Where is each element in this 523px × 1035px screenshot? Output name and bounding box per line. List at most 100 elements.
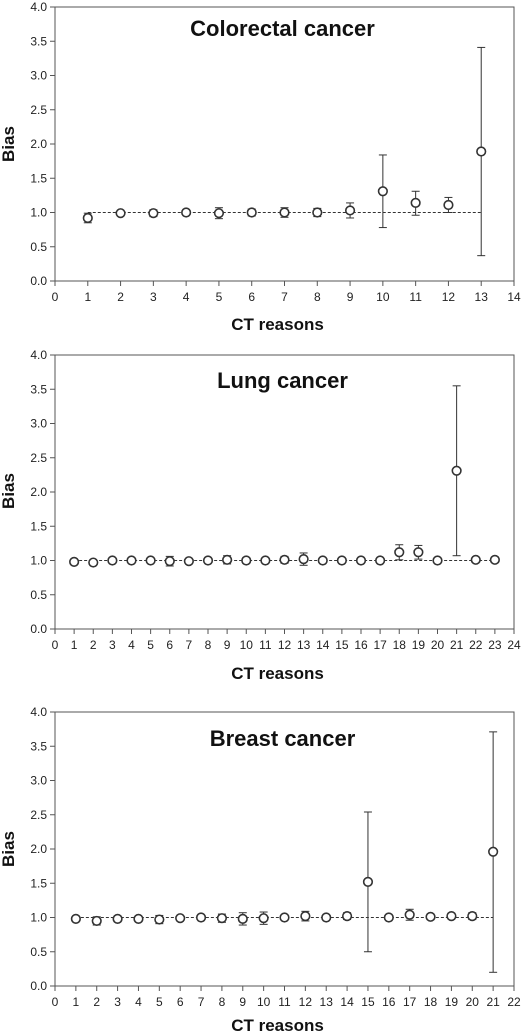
x-tick-label: 14 — [507, 290, 521, 304]
x-tick-label: 5 — [216, 290, 223, 304]
data-point — [112, 913, 123, 924]
y-tick-label: 2.5 — [30, 808, 47, 822]
x-axis-label: CT reasons — [231, 664, 324, 683]
data-point — [489, 554, 500, 565]
data-point — [394, 547, 405, 558]
data-point — [183, 556, 194, 567]
x-tick-label: 19 — [412, 638, 426, 652]
y-tick-label: 3.5 — [30, 34, 47, 48]
y-tick-label: 3.0 — [30, 417, 47, 431]
x-tick-label: 17 — [403, 995, 417, 1009]
chart-panel-3: 0.00.51.01.52.02.53.03.54.00 1 2 3 4 5 6 7 8 9 10 1… — [0, 705, 521, 1035]
data-point — [377, 186, 388, 197]
x-tick-label: 0 — [52, 638, 59, 652]
plot-frame — [54, 711, 515, 987]
data-point — [341, 911, 353, 922]
x-tick-label: 15 — [335, 638, 349, 652]
y-tick-label: 3.5 — [30, 739, 47, 753]
data-point — [410, 197, 421, 209]
x-tick-label: 6 — [177, 995, 184, 1009]
y-tick-label: 2.0 — [30, 842, 47, 856]
data-point — [88, 557, 99, 568]
x-tick-label: 1 — [73, 995, 80, 1009]
x-tick-label: 12 — [299, 995, 313, 1009]
x-tick-label: 12 — [278, 638, 292, 652]
x-tick-label: 14 — [340, 995, 354, 1009]
plot-frame — [54, 354, 515, 630]
x-tick-label: 19 — [445, 995, 459, 1009]
chart-title: Colorectal cancer — [190, 16, 375, 41]
y-tick-label: 3.0 — [30, 69, 47, 83]
data-point — [246, 207, 257, 218]
x-tick-label: 20 — [466, 995, 480, 1009]
y-tick-label: 4.0 — [30, 0, 47, 14]
x-tick-label: 7 — [281, 290, 288, 304]
y-tick-label: 4.0 — [30, 705, 47, 719]
data-point — [425, 911, 436, 922]
data-point — [202, 555, 214, 566]
x-tick-label: 18 — [424, 995, 438, 1009]
y-tick-label: 2.0 — [30, 137, 47, 151]
data-point — [91, 915, 102, 927]
x-tick-label: 6 — [248, 290, 255, 304]
y-tick-label: 4.0 — [30, 348, 47, 362]
x-tick-label: 0 — [52, 995, 59, 1009]
data-point — [446, 911, 457, 922]
data-point — [181, 207, 192, 218]
data-point — [258, 913, 269, 924]
x-tick-label: 1 — [84, 290, 91, 304]
x-tick-label: 7 — [198, 995, 205, 1009]
x-tick-label: 16 — [354, 638, 368, 652]
chart-panel-2: 0.00.51.01.52.02.53.03.54.00 1 2 3 4 5 6 7 8 9 10 1… — [0, 348, 521, 683]
data-point — [432, 555, 443, 566]
x-tick-label: 3 — [114, 995, 121, 1009]
x-tick-label: 3 — [150, 290, 157, 304]
x-tick-label: 20 — [431, 638, 445, 652]
y-tick-label: 0.5 — [30, 945, 47, 959]
data-point — [413, 547, 424, 558]
x-tick-label: 2 — [93, 995, 100, 1009]
y-tick-label: 1.0 — [30, 206, 47, 220]
x-tick-label: 13 — [320, 995, 334, 1009]
data-point — [317, 555, 328, 566]
data-point — [237, 913, 248, 924]
data-point — [195, 912, 207, 923]
x-tick-label: 8 — [314, 290, 321, 304]
y-tick-label: 0.0 — [30, 274, 47, 288]
x-tick-label: 23 — [488, 638, 502, 652]
y-tick-label: 2.5 — [30, 451, 47, 465]
data-point — [355, 555, 367, 566]
data-point — [321, 912, 332, 923]
y-tick-label: 1.0 — [30, 911, 47, 925]
chart-title: Breast cancer — [210, 726, 356, 751]
x-tick-label: 21 — [450, 638, 464, 652]
data-point — [107, 555, 118, 566]
x-tick-label: 5 — [147, 638, 154, 652]
x-tick-label: 16 — [382, 995, 396, 1009]
x-tick-label: 0 — [52, 290, 59, 304]
x-tick-label: 15 — [361, 995, 375, 1009]
data-point — [145, 555, 156, 566]
data-point — [298, 554, 309, 565]
data-point — [375, 555, 386, 566]
data-point — [222, 554, 233, 565]
x-tick-label: 17 — [373, 638, 387, 652]
x-tick-label: 8 — [219, 995, 226, 1009]
x-tick-label: 7 — [186, 638, 193, 652]
data-point — [70, 913, 81, 924]
x-tick-label: 9 — [224, 638, 231, 652]
data-point — [488, 846, 499, 857]
y-tick-label: 2.0 — [30, 485, 47, 499]
y-tick-label: 3.5 — [30, 382, 47, 396]
x-tick-label: 11 — [278, 995, 291, 1009]
x-axis-label: CT reasons — [231, 315, 324, 334]
x-tick-label: 3 — [109, 638, 116, 652]
x-tick-label: 10 — [240, 638, 254, 652]
x-tick-label: 11 — [259, 638, 272, 652]
data-point — [279, 554, 290, 565]
data-point — [69, 556, 80, 567]
x-tick-label: 9 — [347, 290, 354, 304]
x-tick-label: 12 — [442, 290, 456, 304]
data-point — [300, 911, 311, 922]
